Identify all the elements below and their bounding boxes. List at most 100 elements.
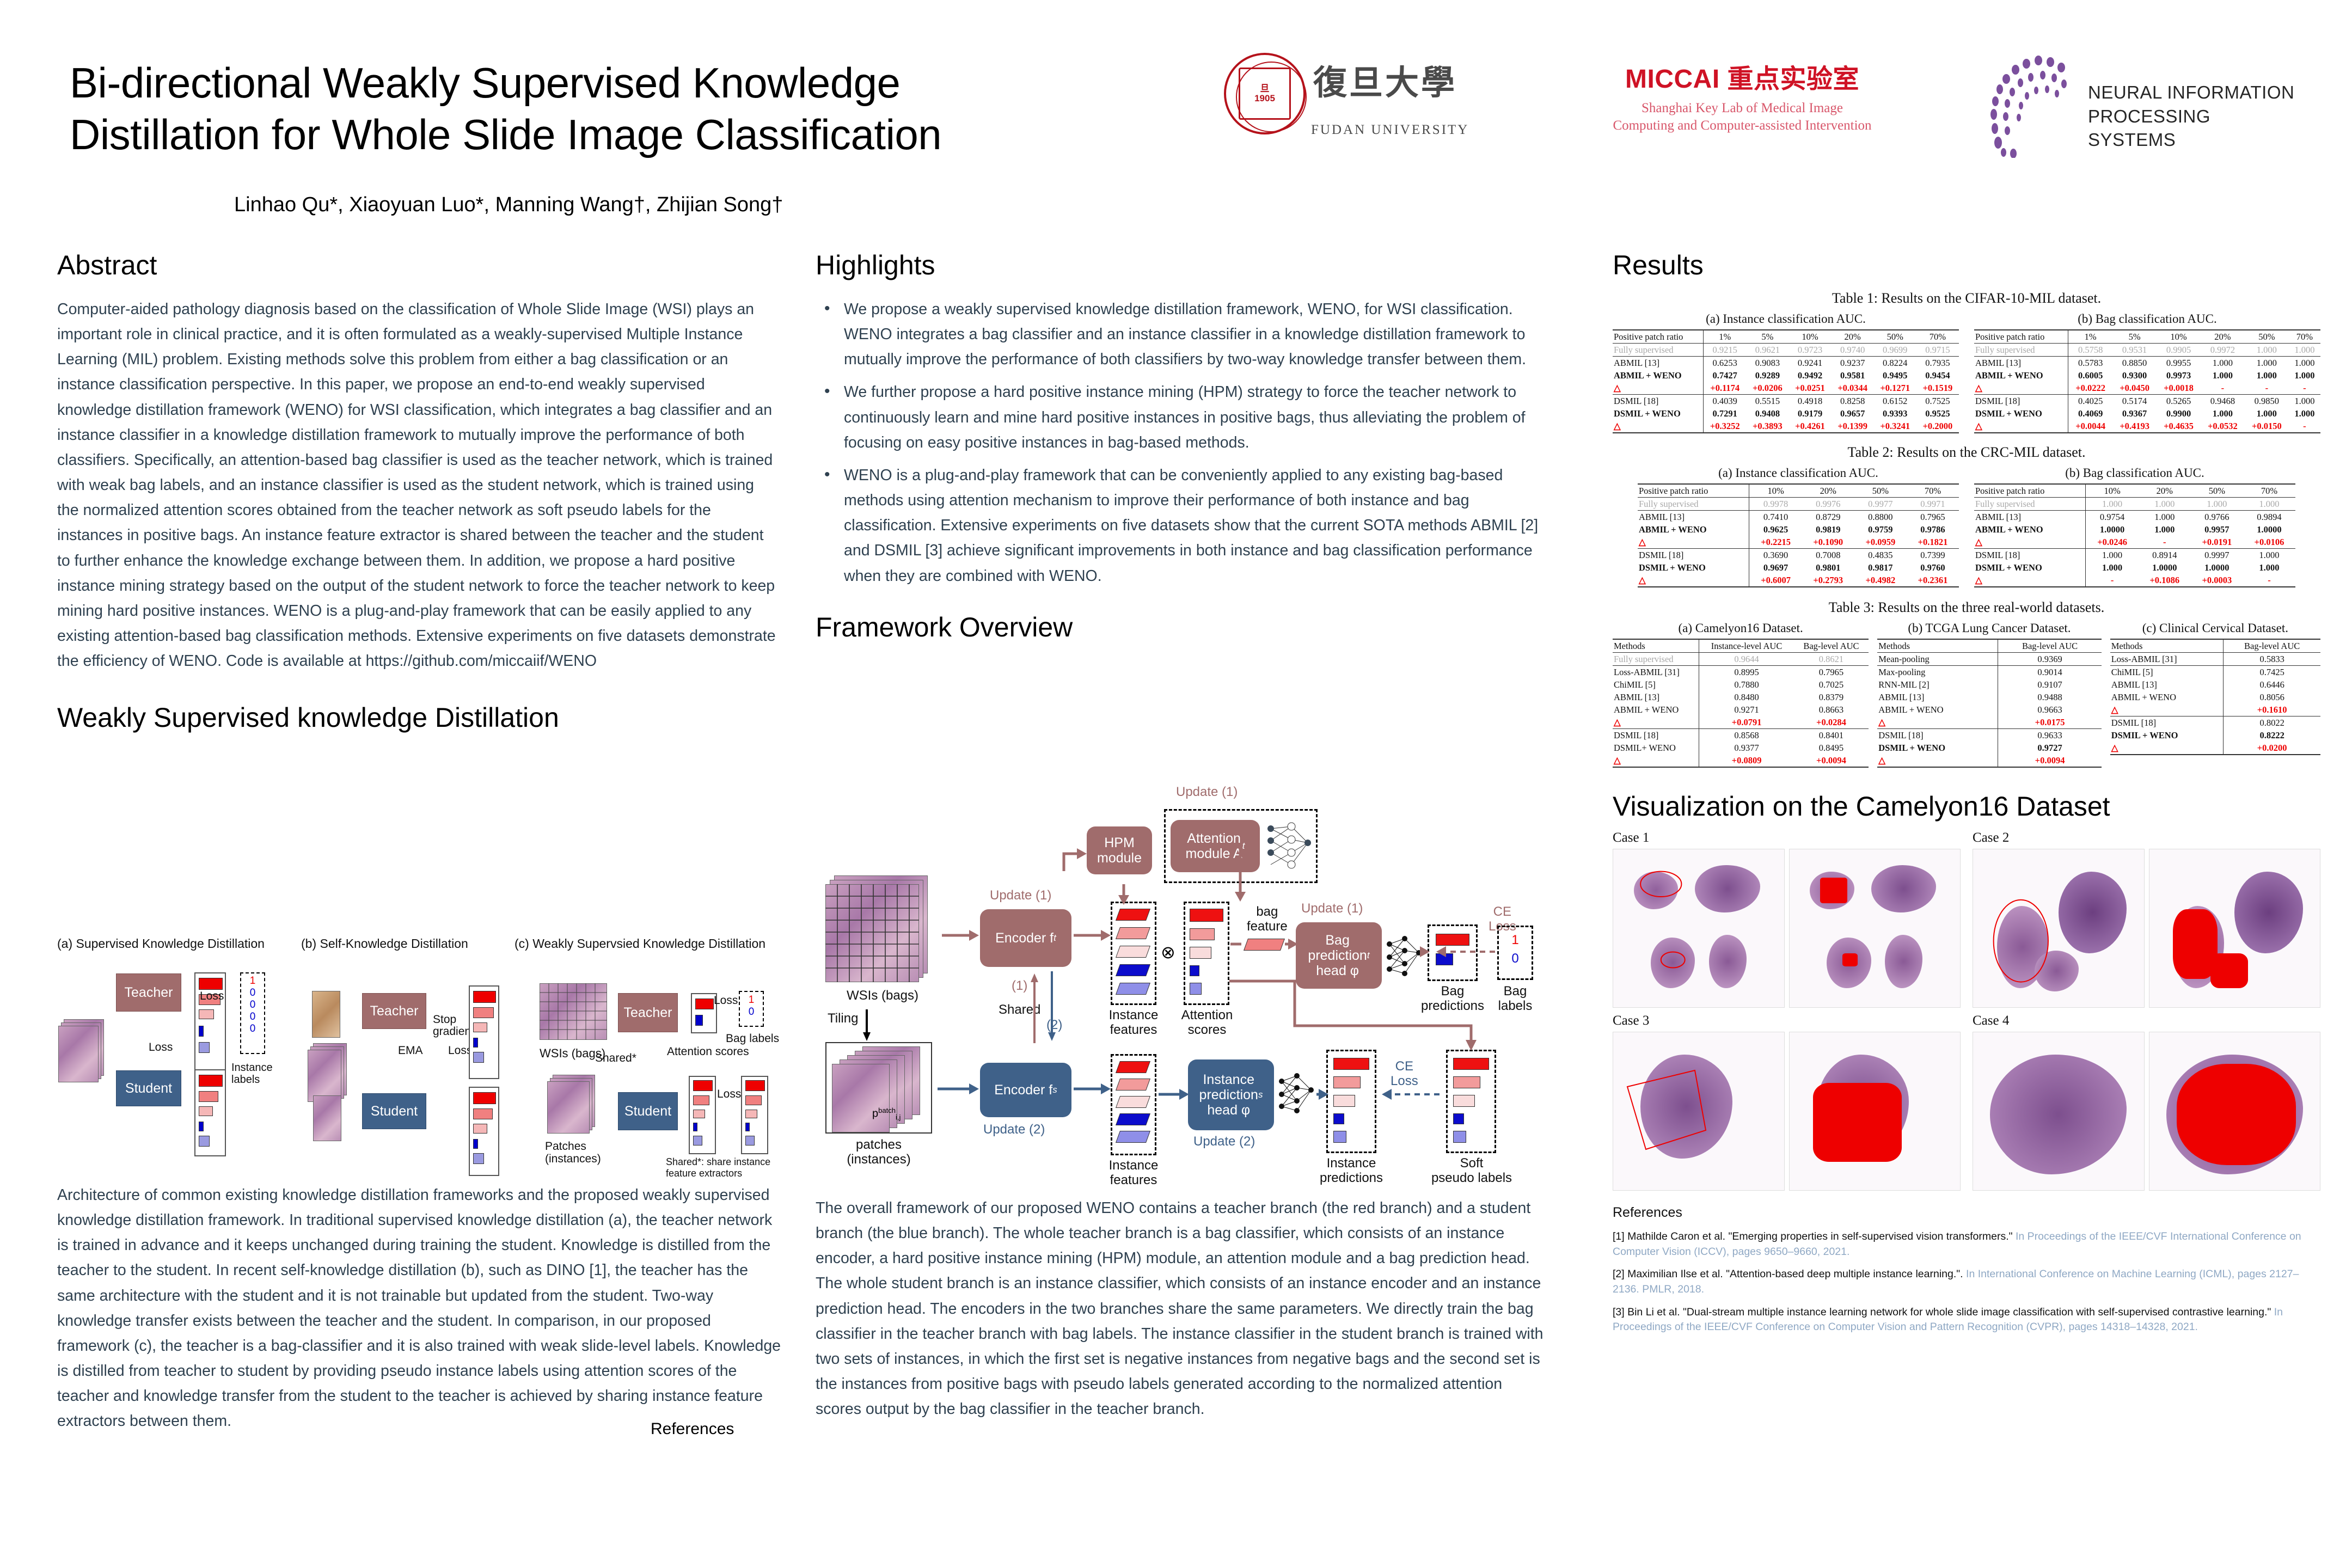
fw-instance-features-t-label: Instance features <box>1108 1008 1159 1037</box>
table-cell: 0.6446 <box>2259 679 2284 690</box>
table-cell: 1.000 <box>2288 394 2320 407</box>
kd-c-attention-scores-label: Attention scores <box>667 1045 749 1058</box>
table-row: DSMIL [18] 0.4025 0.5174 0.5265 0.9468 0.9850… <box>1974 394 2320 407</box>
table-row: Fully supervised 0.5758 0.9531 0.9905 0.9972… <box>1974 343 2320 357</box>
miccai-subtitle-2: Computing and Computer-assisted Interven… <box>1613 118 1872 133</box>
table-row: ChiMIL [5] 0.7425 <box>2110 665 2320 678</box>
table-row: △ +0.0791 +0.0284 <box>1613 716 1869 729</box>
kd-a-student-scores <box>194 1069 226 1156</box>
table-row: ABMIL [13] 0.7410 0.8729 0.8800 0.7965 <box>1638 510 1959 523</box>
table-row: DSMIL + WENO 0.8222 <box>2110 729 2320 742</box>
table-cell: 0.9393 <box>1883 408 1908 419</box>
table-cell: 0.9973 <box>2166 370 2191 381</box>
table-cell: 0.9531 <box>2112 343 2157 357</box>
highlight-item-2: We further propose a hard positive insta… <box>816 378 1545 455</box>
table-cell: +0.4193 <box>2112 420 2157 433</box>
table-row-label: DSMIL [18] <box>1613 728 1700 742</box>
table-cell: 0.5758 <box>2068 343 2113 357</box>
table-cell: +0.0175 <box>2035 716 2065 727</box>
fw-instance-features-s-label: Instance features <box>1108 1158 1159 1187</box>
ref1-head: [1] Mathilde Caron et al. "Emerging prop… <box>1613 1230 2013 1242</box>
fw-instance-features-t-box <box>1111 902 1156 1005</box>
table-row-label: Fully supervised <box>1974 497 2086 511</box>
kd-c-shared-note: Shared*: share instance feature extracto… <box>666 1156 771 1179</box>
kd-c-label-0: 0 <box>748 1006 755 1018</box>
table-row: △ +0.0200 <box>2110 742 2320 755</box>
table-row-label: DSMIL [18] <box>2110 716 2224 729</box>
table-row-label: △ <box>1974 574 2086 587</box>
table-cell: +0.1399 <box>1831 420 1874 433</box>
stray-references-label: References <box>651 1420 734 1438</box>
table2a: Positive patch ratio 10% 20% 50% 70% Fully su… <box>1638 483 1959 587</box>
table-header-row: Methods Instance-level AUC Bag-level AUC <box>1613 639 1869 653</box>
fw-instance-predictions-label: Instance predictions <box>1319 1156 1383 1185</box>
fw-bag-predictions-box <box>1428 924 1478 981</box>
table-row-label: △ <box>1974 382 2069 395</box>
table-cell: +0.0246 <box>2097 536 2127 547</box>
table-row: DSMIL + WENO 0.4069 0.9367 0.9900 1.000 1.000… <box>1974 407 2320 420</box>
miccai-lab-logo: MICCAI 重点实验室 Shanghai Key Lab of Medical… <box>1563 57 1922 155</box>
kd-b-teacher-scores <box>469 985 499 1079</box>
table-cell: +0.0150 <box>2244 420 2289 433</box>
table-cell: 0.9367 <box>2122 408 2147 419</box>
table-column-header: Bag-level AUC <box>1793 639 1869 653</box>
table-row: △ +0.0175 <box>1877 716 2101 729</box>
table-row-label: DSMIL [18] <box>1974 548 2086 561</box>
kd-a-instance-labels-box: 1 0 0 0 0 <box>240 972 265 1054</box>
table1a: Positive patch ratio 1% 5% 10% 20% 50% 70% Full… <box>1613 329 1959 433</box>
table-row-label: ABMIL + WENO <box>1877 703 1999 716</box>
table-row-label: DSMIL [18] <box>1638 548 1750 561</box>
table-header-row: Positive patch ratio 1% 5% 10% 20% 50% 70% <box>1974 329 2320 344</box>
table-row-label: ABMIL + WENO <box>1974 369 2069 382</box>
table-row-label: ABMIL [13] <box>1638 510 1750 523</box>
case-1-image-gt <box>1613 849 1785 1008</box>
title-block: Bi-directional Weakly Supervised Knowled… <box>70 57 1137 161</box>
table-row-label: ABMIL [13] <box>1613 356 1704 369</box>
table-row: ABMIL [13] 0.9488 <box>1877 691 2101 703</box>
fw-soft-pseudo-labels-label: Soft pseudo labels <box>1431 1156 1512 1185</box>
table-row: ABMIL + WENO 0.9271 0.8663 <box>1613 703 1869 716</box>
case-4-label: Case 4 <box>1973 1013 2010 1028</box>
table-cell: 1.000 <box>2102 562 2123 573</box>
fw-instance-predictions-box <box>1326 1050 1376 1153</box>
table-cell: 0.9300 <box>2122 370 2147 381</box>
table-row-label: △ <box>1613 754 1700 768</box>
ref3-head: [3] Bin Li et al. "Dual-stream multiple … <box>1613 1306 2271 1318</box>
fw-bag-label-1: 1 <box>1511 933 1519 947</box>
table-cell: 0.8022 <box>2223 716 2320 729</box>
table-cell: - <box>2265 382 2269 393</box>
fw-update1-encoder: Update (1) <box>990 888 1052 903</box>
table-row-header-label: Positive patch ratio <box>1974 483 2086 498</box>
kd-c-bag-predictions <box>691 993 717 1033</box>
case-3-image-gt <box>1613 1032 1785 1191</box>
table-row: DSMIL + WENO 0.9727 <box>1877 742 2101 754</box>
table-row: Max-pooling 0.9014 <box>1877 665 2102 678</box>
table3b-subtitle: (b) TCGA Lung Cancer Dataset. <box>1908 621 2071 635</box>
table-cell: 1.000 <box>2212 408 2233 419</box>
table-row-label: △ <box>1613 382 1704 395</box>
table-cell: 1.000 <box>2244 356 2289 369</box>
table-row: DSMIL+ WENO 0.9377 0.8495 <box>1613 742 1869 754</box>
poster-header: Bi-directional Weakly Supervised Knowled… <box>0 0 2352 229</box>
table-cell: - <box>2163 536 2166 547</box>
table-cell: 1.0000 <box>2257 524 2282 535</box>
table-row-label: ABMIL [13] <box>2110 678 2224 691</box>
table-cell: 0.9625 <box>1763 524 1788 535</box>
table-cell: 1.000 <box>2288 343 2320 357</box>
references-section: References [1] Mathilde Caron et al. "Em… <box>1613 1205 2320 1335</box>
table-cell: +0.0206 <box>1753 382 1783 393</box>
table-cell: 0.5174 <box>2112 394 2157 407</box>
fw-wsis-stack <box>825 875 940 984</box>
fw-shared-two: (2) <box>1046 1018 1063 1032</box>
fw-attention-mlp-icon <box>1267 822 1311 869</box>
table-row-header-label: Positive patch ratio <box>1613 329 1704 344</box>
fw-patches-label: patches (instances) <box>847 1137 911 1167</box>
table-row-label: DSMIL + WENO <box>2110 729 2224 742</box>
table-cell: 0.7965 <box>1906 510 1959 523</box>
table-cell: +0.0284 <box>1816 716 1846 727</box>
fudan-chinese-name: 復旦大學 <box>1313 63 1457 102</box>
table-column-header: 1% <box>1703 329 1747 344</box>
case-3-label: Case 3 <box>1613 1013 1650 1028</box>
table-cell: 0.7965 <box>1793 665 1869 678</box>
